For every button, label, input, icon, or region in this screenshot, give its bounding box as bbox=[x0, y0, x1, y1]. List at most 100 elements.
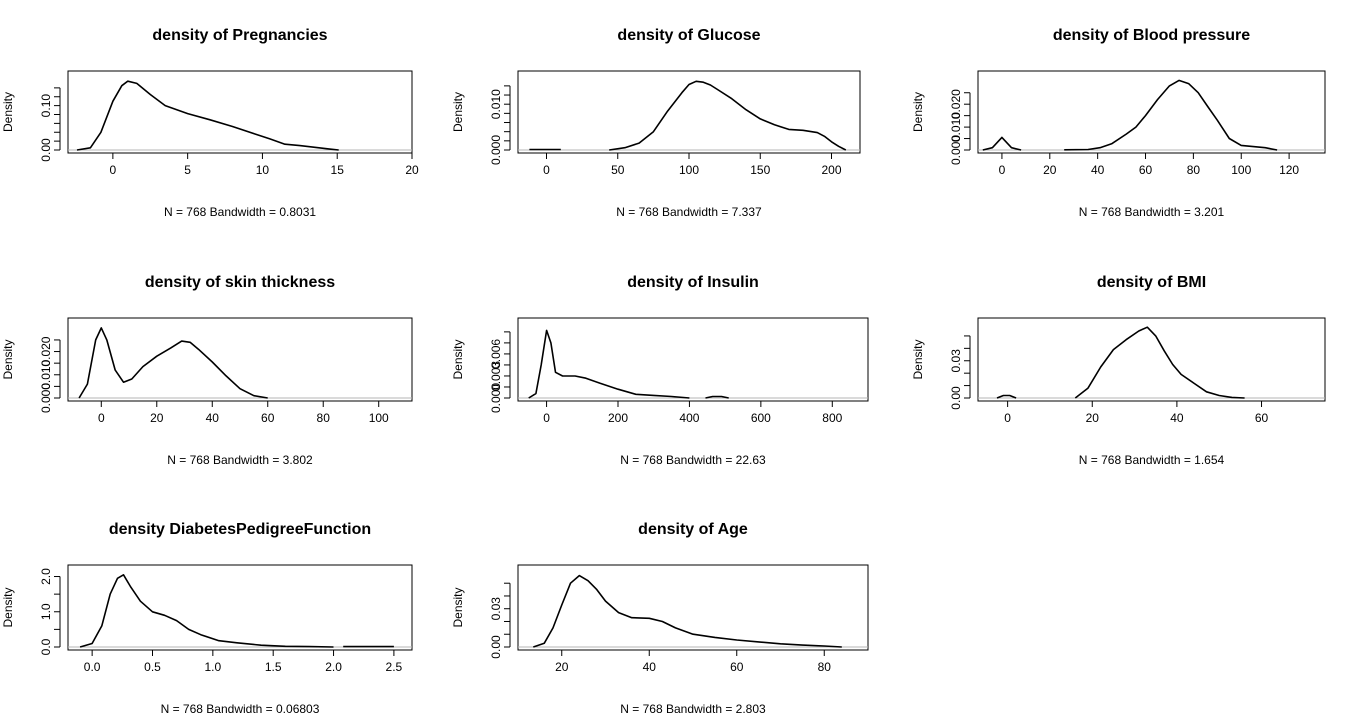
x-axis-label: N = 768 Bandwidth = 1.654 bbox=[1079, 453, 1225, 467]
x-tick-label: 0.0 bbox=[84, 660, 101, 674]
y-tick-label: 0.010 bbox=[949, 112, 963, 142]
x-tick-label: 20 bbox=[555, 660, 569, 674]
x-tick-label: 20 bbox=[405, 163, 419, 177]
panel-title: density of Glucose bbox=[617, 27, 760, 44]
x-tick-label: 200 bbox=[821, 163, 841, 177]
density-panel: density DiabetesPedigreeFunction 0.0 0.5 1.… bbox=[1, 521, 413, 716]
y-tick-label: 0.000 bbox=[949, 135, 963, 165]
x-tick-label: 10 bbox=[256, 163, 270, 177]
density-panel: density of Pregnancies 0 5 10 15 20 0.00 0.10 De… bbox=[1, 27, 419, 219]
density-curve bbox=[79, 573, 334, 648]
x-axis-label: N = 768 Bandwidth = 3.802 bbox=[167, 453, 313, 467]
x-tick-label: 0 bbox=[543, 411, 550, 425]
panel-title: density of BMI bbox=[1097, 274, 1206, 291]
panel-title: density of skin thickness bbox=[145, 274, 335, 291]
panel-title: density of Pregnancies bbox=[152, 27, 327, 44]
x-tick-label: 150 bbox=[750, 163, 770, 177]
y-tick-label: 0.010 bbox=[39, 359, 53, 389]
x-tick-label: 0 bbox=[110, 163, 117, 177]
y-tick-label: 0.000 bbox=[39, 383, 53, 413]
x-tick-label: 0.5 bbox=[144, 660, 161, 674]
density-curve bbox=[609, 80, 847, 151]
x-tick-label: 20 bbox=[1043, 163, 1057, 177]
x-tick-label: 2.0 bbox=[325, 660, 342, 674]
y-tick-label: 0.03 bbox=[949, 349, 963, 373]
y-tick-label: 2.0 bbox=[39, 568, 53, 585]
y-axis-label: Density bbox=[911, 339, 925, 379]
x-axis-label: N = 768 Bandwidth = 3.201 bbox=[1079, 205, 1225, 219]
x-tick-label: 100 bbox=[1231, 163, 1251, 177]
x-tick-label: 15 bbox=[331, 163, 345, 177]
density-curve bbox=[996, 394, 1017, 399]
x-tick-label: 0 bbox=[98, 411, 105, 425]
x-tick-label: 2.5 bbox=[386, 660, 403, 674]
density-curve bbox=[982, 136, 1022, 151]
x-axis-label: N = 768 Bandwidth = 0.06803 bbox=[161, 702, 320, 716]
plot-frame bbox=[517, 70, 861, 154]
x-tick-label: 50 bbox=[611, 163, 625, 177]
x-axis-label: N = 768 Bandwidth = 22.63 bbox=[620, 453, 766, 467]
x-tick-label: 100 bbox=[369, 411, 389, 425]
y-tick-label: 0.020 bbox=[39, 336, 53, 366]
y-tick-label: 0.10 bbox=[39, 94, 53, 118]
y-tick-label: 0.000 bbox=[489, 383, 503, 413]
x-tick-label: 40 bbox=[1091, 163, 1105, 177]
x-tick-label: 100 bbox=[679, 163, 699, 177]
y-tick-label: 0.0 bbox=[39, 638, 53, 655]
density-curve bbox=[78, 327, 268, 399]
panel-title: density of Insulin bbox=[627, 274, 759, 291]
x-axis-label: N = 768 Bandwidth = 0.8031 bbox=[164, 205, 316, 219]
plot-frame bbox=[977, 70, 1326, 154]
panel-title: density of Age bbox=[638, 521, 748, 538]
density-curve bbox=[705, 395, 729, 399]
x-tick-label: 1.5 bbox=[265, 660, 282, 674]
x-tick-label: 0 bbox=[1004, 411, 1011, 425]
density-curve bbox=[533, 574, 842, 648]
x-tick-label: 200 bbox=[608, 411, 628, 425]
y-tick-label: 0.020 bbox=[949, 89, 963, 119]
x-tick-label: 1.0 bbox=[204, 660, 221, 674]
y-axis-label: Density bbox=[1, 92, 15, 132]
x-tick-label: 80 bbox=[317, 411, 331, 425]
x-tick-label: 600 bbox=[751, 411, 771, 425]
x-tick-label: 40 bbox=[643, 660, 657, 674]
y-tick-label: 0.00 bbox=[489, 635, 503, 659]
panel-title: density of Blood pressure bbox=[1053, 27, 1250, 44]
plot-frame bbox=[517, 317, 869, 402]
y-tick-label: 0.000 bbox=[489, 135, 503, 165]
x-tick-label: 40 bbox=[1170, 411, 1184, 425]
y-axis-label: Density bbox=[1, 339, 15, 379]
x-tick-label: 20 bbox=[150, 411, 164, 425]
x-axis-label: N = 768 Bandwidth = 7.337 bbox=[616, 205, 762, 219]
x-tick-label: 0 bbox=[543, 163, 550, 177]
plot-frame bbox=[67, 70, 413, 154]
y-tick-label: 0.00 bbox=[949, 386, 963, 410]
density-curve bbox=[1064, 79, 1278, 151]
y-axis-label: Density bbox=[911, 92, 925, 132]
y-tick-label: 0.03 bbox=[489, 597, 503, 621]
density-panel: density of Age 20 40 60 80 0.00 0.03 Density N =… bbox=[451, 521, 869, 716]
y-axis-label: Density bbox=[451, 92, 465, 132]
density-panel: density of skin thickness 0 20 40 60 80 100 0.0… bbox=[1, 274, 413, 467]
x-tick-label: 60 bbox=[730, 660, 744, 674]
x-tick-label: 20 bbox=[1086, 411, 1100, 425]
y-tick-label: 0.006 bbox=[489, 339, 503, 369]
y-tick-label: 0.003 bbox=[489, 361, 503, 391]
panel-title: density DiabetesPedigreeFunction bbox=[109, 521, 371, 538]
x-tick-label: 800 bbox=[822, 411, 842, 425]
x-tick-label: 80 bbox=[818, 660, 832, 674]
density-curve bbox=[76, 80, 339, 151]
y-axis-label: Density bbox=[451, 339, 465, 379]
x-tick-label: 60 bbox=[1255, 411, 1269, 425]
x-tick-label: 0 bbox=[999, 163, 1006, 177]
x-tick-label: 400 bbox=[679, 411, 699, 425]
density-panel: density of Blood pressure 0 20 40 60 80 100 120… bbox=[911, 27, 1326, 219]
x-tick-label: 60 bbox=[261, 411, 275, 425]
y-axis-label: Density bbox=[451, 587, 465, 627]
density-curve bbox=[528, 329, 690, 399]
x-tick-label: 60 bbox=[1139, 163, 1153, 177]
x-tick-label: 40 bbox=[206, 411, 220, 425]
y-tick-label: 0.010 bbox=[489, 89, 503, 119]
x-tick-label: 5 bbox=[184, 163, 191, 177]
